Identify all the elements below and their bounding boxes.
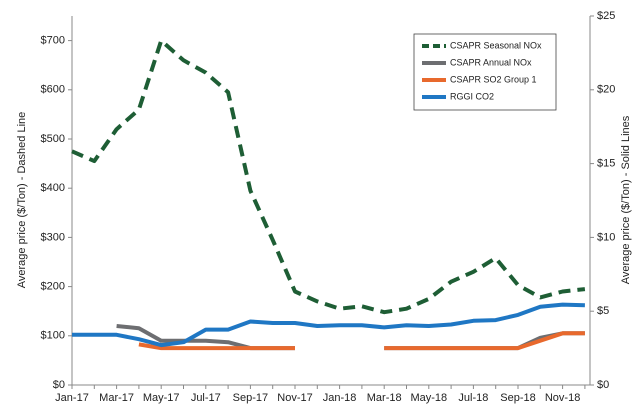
x-tick-label: Sep-18 — [500, 392, 535, 404]
x-tick-label: May-17 — [143, 392, 180, 404]
legend-label: RGGI CO2 — [450, 91, 494, 101]
x-tick-label: Nov-18 — [545, 392, 580, 404]
y2-tick-label: $15 — [597, 158, 615, 170]
x-tick-label: Sep-17 — [233, 392, 268, 404]
y-tick-label: $200 — [41, 281, 65, 293]
y-tick-label: $300 — [41, 231, 65, 243]
legend-label: CSAPR SO2 Group 1 — [450, 74, 537, 84]
y2-tick-label: $20 — [597, 84, 615, 96]
legend-label: CSAPR Annual NOx — [450, 57, 532, 67]
series-line — [138, 331, 585, 351]
y-tick-label: $500 — [41, 133, 65, 145]
y-tick-label: $100 — [41, 330, 65, 342]
y-tick-label: $0 — [53, 379, 65, 391]
y-tick-label: $400 — [41, 182, 65, 194]
y2-axis-label: Average price ($/Ton) - Solid Lines — [620, 115, 632, 284]
y-axis-label: Average price ($/Ton) - Dashed Line — [16, 112, 28, 289]
x-tick-label: Jan-18 — [323, 392, 357, 404]
series-line — [72, 302, 585, 348]
y2-tick-label: $25 — [597, 10, 615, 22]
x-tick-label: May-18 — [410, 392, 447, 404]
x-tick-label: Jul-18 — [458, 392, 488, 404]
x-tick-label: Jul-17 — [191, 392, 221, 404]
y2-tick-label: $0 — [597, 379, 609, 391]
x-tick-label: Jan-17 — [55, 392, 89, 404]
y2-tick-label: $10 — [597, 231, 615, 243]
series-line — [71, 38, 586, 315]
y2-tick-label: $5 — [597, 305, 609, 317]
x-tick-label: Mar-18 — [367, 392, 402, 404]
legend-label: CSAPR Seasonal NOx — [450, 40, 542, 50]
x-tick-label: Mar-17 — [99, 392, 134, 404]
y-tick-label: $700 — [41, 35, 65, 47]
legend: CSAPR Seasonal NOx CSAPR Annual NOx CSAPR … — [413, 33, 557, 111]
series-line — [116, 324, 585, 351]
y-tick-label: $600 — [41, 84, 65, 96]
x-tick-label: Nov-17 — [277, 392, 312, 404]
